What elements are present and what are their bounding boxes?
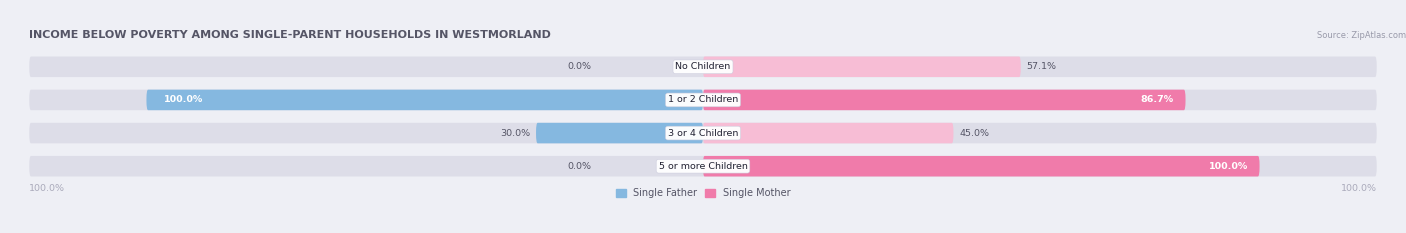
Text: 86.7%: 86.7% [1140,96,1174,104]
Text: 30.0%: 30.0% [501,129,530,137]
Text: 0.0%: 0.0% [568,162,592,171]
Text: Source: ZipAtlas.com: Source: ZipAtlas.com [1317,31,1406,40]
FancyBboxPatch shape [30,57,1376,77]
Text: 3 or 4 Children: 3 or 4 Children [668,129,738,137]
FancyBboxPatch shape [703,90,1185,110]
Text: 0.0%: 0.0% [568,62,592,71]
Text: 5 or more Children: 5 or more Children [658,162,748,171]
Text: 100.0%: 100.0% [165,96,204,104]
FancyBboxPatch shape [146,90,703,110]
FancyBboxPatch shape [30,156,1376,176]
FancyBboxPatch shape [30,123,1376,143]
Text: No Children: No Children [675,62,731,71]
Text: 1 or 2 Children: 1 or 2 Children [668,96,738,104]
Text: 45.0%: 45.0% [959,129,990,137]
Text: INCOME BELOW POVERTY AMONG SINGLE-PARENT HOUSEHOLDS IN WESTMORLAND: INCOME BELOW POVERTY AMONG SINGLE-PARENT… [30,30,551,40]
FancyBboxPatch shape [536,123,703,143]
FancyBboxPatch shape [30,90,1376,110]
Text: 100.0%: 100.0% [1341,184,1376,193]
FancyBboxPatch shape [703,123,953,143]
FancyBboxPatch shape [703,156,1260,176]
Legend: Single Father, Single Mother: Single Father, Single Mother [616,188,790,198]
FancyBboxPatch shape [703,57,1021,77]
Text: 57.1%: 57.1% [1026,62,1057,71]
Text: 100.0%: 100.0% [1209,162,1249,171]
Text: 100.0%: 100.0% [30,184,65,193]
